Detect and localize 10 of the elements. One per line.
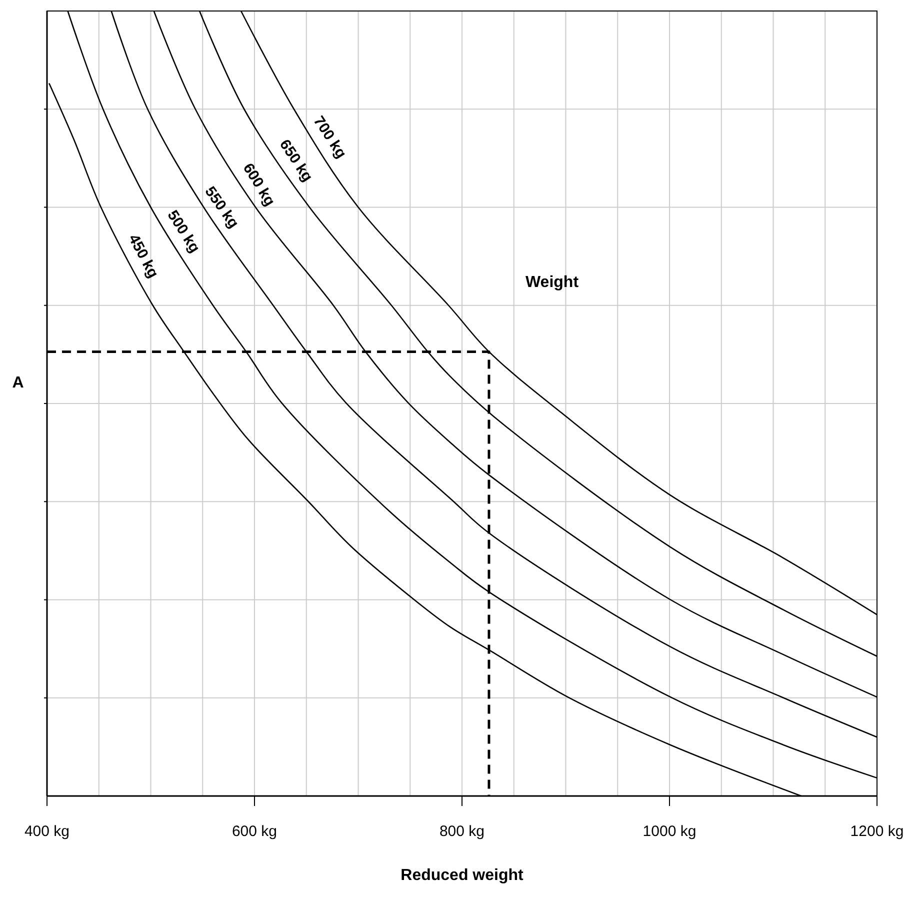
x-axis-title: Reduced weight — [400, 867, 524, 884]
annotation: A — [12, 374, 24, 392]
x-tick-label: 1200 kg — [850, 823, 904, 840]
x-tick-label: 400 kg — [24, 823, 70, 840]
x-tick-label: 1000 kg — [642, 823, 696, 840]
text: 500 kg — [164, 207, 204, 256]
annotation: Weight — [525, 274, 580, 291]
x-tick-label: 800 kg — [439, 823, 485, 840]
text: 450 kg — [124, 232, 162, 281]
x-tick-label: 600 kg — [232, 823, 278, 840]
